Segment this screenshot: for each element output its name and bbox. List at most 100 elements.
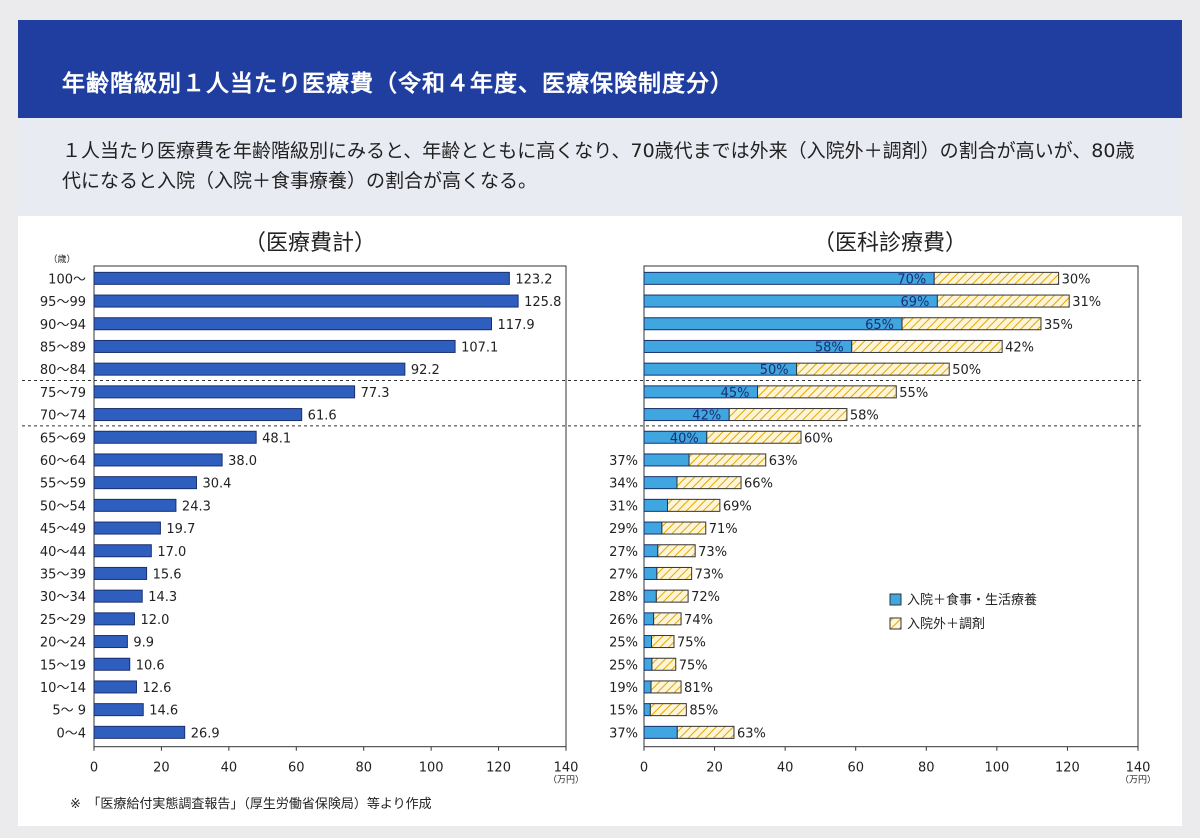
- bar-outpatient: [656, 566, 693, 580]
- data-label: 26.9: [191, 726, 220, 741]
- category-label: 85～89: [40, 340, 86, 355]
- category-label: 15～19: [40, 658, 86, 673]
- bar-outpatient: [667, 498, 721, 512]
- category-label: 55～59: [40, 477, 86, 492]
- category-label: 50～54: [40, 499, 86, 514]
- outpatient-label: 58%: [850, 409, 879, 424]
- bar: [93, 317, 492, 331]
- bar: [93, 703, 144, 717]
- data-label: 24.3: [182, 499, 211, 514]
- chart-title: （医療費計）: [244, 231, 376, 256]
- outpatient-label: 30%: [1062, 272, 1091, 287]
- y-unit-label: （歳）: [48, 253, 75, 265]
- bar-outpatient: [933, 271, 1060, 285]
- bar-outpatient: [651, 657, 677, 671]
- category-label: 0～4: [56, 726, 86, 741]
- x-unit-label: （万円）: [1120, 775, 1156, 786]
- data-label: 125.8: [524, 295, 561, 310]
- medical-cost-chart: （医科診療費） 70% 30% 69% 31% 65% 35% 58% 42% 50% 50% 45%…: [22, 231, 1156, 786]
- category-label: 70～74: [40, 409, 86, 424]
- bar: [93, 294, 519, 308]
- bar-outpatient: [901, 317, 1042, 331]
- bar-inpatient: [643, 725, 678, 739]
- category-label: 20～24: [40, 636, 86, 651]
- outpatient-label: 31%: [1072, 295, 1101, 310]
- inpatient-label: 50%: [760, 363, 789, 378]
- bar-inpatient: [643, 680, 652, 694]
- x-tick-label: 20: [706, 761, 723, 776]
- category-label: 75～79: [40, 386, 86, 401]
- x-tick-label: 0: [90, 761, 98, 776]
- bar: [93, 566, 148, 580]
- category-label: 100～: [48, 272, 86, 287]
- x-tick-label: 60: [847, 761, 864, 776]
- category-label: 80～84: [40, 363, 86, 378]
- outpatient-label: 85%: [689, 704, 718, 719]
- bar-inpatient: [643, 294, 938, 308]
- x-unit-label: （万円）: [548, 775, 584, 786]
- bar-outpatient: [936, 294, 1070, 308]
- outpatient-label: 72%: [691, 590, 720, 605]
- outpatient-label: 73%: [695, 567, 724, 582]
- bar-inpatient: [643, 271, 935, 285]
- inpatient-label: 65%: [865, 318, 894, 333]
- outpatient-label: 75%: [677, 636, 706, 651]
- bar-inpatient: [643, 589, 657, 603]
- data-label: 17.0: [157, 545, 186, 560]
- data-label: 117.9: [497, 318, 534, 333]
- x-tick-label: 40: [221, 761, 238, 776]
- data-label: 14.3: [148, 590, 177, 605]
- inpatient-label: 27%: [609, 545, 638, 560]
- bar: [93, 635, 128, 649]
- inpatient-label: 37%: [609, 726, 638, 741]
- bar-outpatient: [650, 680, 682, 694]
- bar: [93, 725, 186, 739]
- legend-swatch: [889, 617, 902, 630]
- bar: [93, 657, 131, 671]
- bar-outpatient: [657, 544, 696, 558]
- bar: [93, 521, 161, 535]
- bar-inpatient: [643, 476, 678, 490]
- bar-inpatient: [643, 544, 659, 558]
- inpatient-label: 45%: [721, 386, 750, 401]
- slide: 年齢階級別１人当たり医療費（令和４年度、医療保険制度分） １人当たり医療費を年齢…: [18, 20, 1182, 826]
- bar-outpatient: [650, 635, 675, 649]
- total-cost-chart: （医療費計） （歳） 100～ 123.2 95～99 125.8 90～94 117.9 85…: [40, 231, 584, 786]
- bar-outpatient: [653, 612, 682, 626]
- bar-inpatient: [643, 566, 658, 580]
- summary-text: １人当たり医療費を年齢階級別にみると、年齢とともに高くなり、70歳代までは外来（…: [62, 140, 1135, 192]
- inpatient-label: 40%: [670, 431, 699, 446]
- bar: [93, 408, 303, 422]
- bar-inpatient: [643, 453, 690, 467]
- bar: [93, 498, 177, 512]
- inpatient-label: 70%: [897, 272, 926, 287]
- data-label: 77.3: [361, 386, 390, 401]
- bar-outpatient: [676, 476, 742, 490]
- outpatient-label: 74%: [684, 613, 713, 628]
- x-tick-label: 80: [355, 761, 372, 776]
- bar: [93, 453, 223, 467]
- inpatient-label: 28%: [609, 590, 638, 605]
- bar-inpatient: [643, 498, 669, 512]
- data-label: 12.6: [142, 681, 171, 696]
- inpatient-label: 31%: [609, 499, 638, 514]
- x-tick-label: 40: [777, 761, 794, 776]
- bar: [93, 612, 135, 626]
- outpatient-label: 63%: [737, 726, 766, 741]
- data-label: 10.6: [136, 658, 165, 673]
- inpatient-label: 19%: [609, 681, 638, 696]
- page-title: 年齢階級別１人当たり医療費（令和４年度、医療保険制度分）: [62, 71, 734, 97]
- bar-inpatient: [643, 521, 663, 535]
- data-label: 12.0: [140, 613, 169, 628]
- category-label: 95～99: [40, 295, 86, 310]
- data-label: 48.1: [262, 431, 291, 446]
- data-label: 9.9: [133, 636, 154, 651]
- data-label: 61.6: [308, 409, 337, 424]
- bar-outpatient: [661, 521, 707, 535]
- bar-inpatient: [643, 635, 652, 649]
- inpatient-label: 26%: [609, 613, 638, 628]
- legend-label: 入院外＋調剤: [907, 616, 985, 632]
- category-label: 40～44: [40, 545, 86, 560]
- x-tick-label: 0: [640, 761, 648, 776]
